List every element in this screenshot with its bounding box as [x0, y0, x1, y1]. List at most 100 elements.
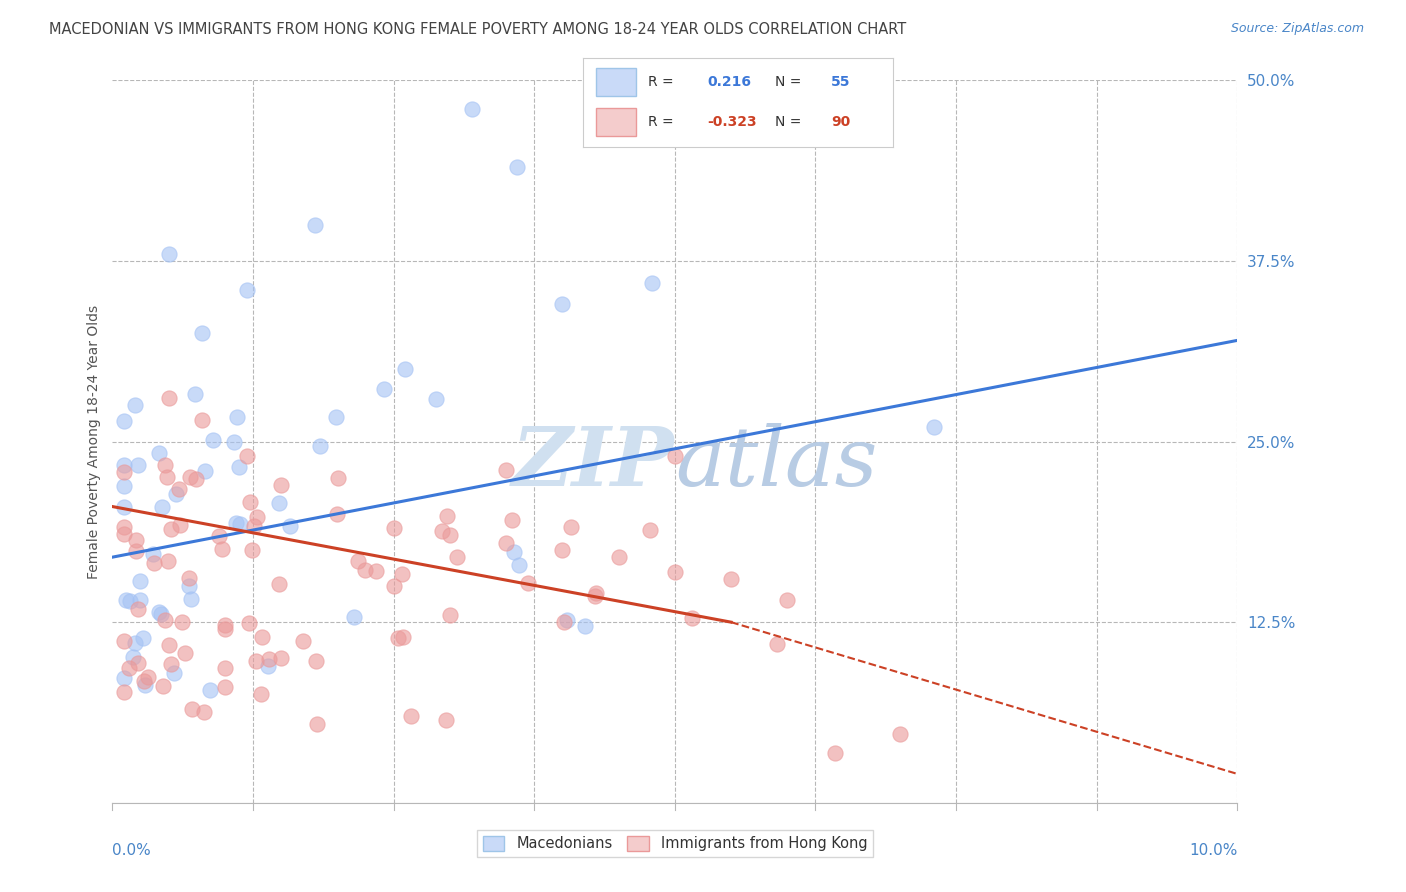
Point	[501, 512, 523, 526]
Point	[150, 500, 173, 515]
Point	[245, 654, 267, 668]
Point	[446, 550, 468, 565]
Point	[174, 646, 197, 660]
Point	[142, 547, 165, 561]
Point	[228, 460, 250, 475]
Point	[115, 592, 138, 607]
Point	[243, 518, 266, 533]
Point	[246, 510, 269, 524]
Point	[121, 649, 143, 664]
Point	[495, 463, 517, 477]
Point	[382, 579, 405, 593]
Point	[387, 631, 409, 645]
Point	[366, 565, 388, 579]
Point	[150, 607, 173, 622]
Point	[551, 297, 574, 311]
Point	[309, 439, 332, 453]
Text: 55: 55	[831, 75, 851, 89]
Point	[134, 678, 156, 692]
Point	[152, 679, 174, 693]
Point	[270, 651, 292, 665]
Point	[124, 544, 146, 558]
Text: 90: 90	[831, 115, 851, 129]
Point	[112, 414, 135, 428]
Point	[156, 554, 179, 568]
Point	[502, 544, 524, 558]
Point	[259, 652, 281, 666]
Point	[269, 576, 291, 591]
Point	[585, 585, 607, 599]
Point	[159, 657, 181, 671]
Point	[607, 550, 630, 565]
Text: ZIP: ZIP	[512, 423, 675, 503]
Point	[436, 509, 458, 524]
Point	[252, 631, 274, 645]
Point	[157, 639, 180, 653]
Point	[508, 558, 530, 573]
Point	[328, 470, 350, 484]
Point	[214, 660, 236, 674]
Point	[153, 613, 176, 627]
Point	[136, 670, 159, 684]
Point	[134, 674, 156, 689]
Point	[394, 362, 416, 376]
Point	[127, 602, 149, 616]
Point	[193, 705, 215, 719]
Point	[112, 466, 135, 480]
Point	[118, 594, 141, 608]
Point	[267, 496, 290, 510]
Point	[439, 528, 461, 542]
Text: atlas: atlas	[675, 423, 877, 503]
Point	[922, 420, 945, 434]
Point	[177, 571, 200, 585]
Point	[131, 632, 153, 646]
Point	[148, 605, 170, 619]
Point	[382, 521, 405, 535]
Point	[257, 659, 280, 673]
Point	[889, 727, 911, 741]
Point	[112, 500, 135, 514]
Point	[211, 541, 233, 556]
Point	[583, 589, 606, 603]
Point	[430, 524, 453, 539]
Text: N =: N =	[775, 75, 806, 89]
Point	[127, 656, 149, 670]
Point	[641, 276, 664, 290]
Point	[153, 458, 176, 472]
Point	[461, 102, 484, 116]
Point	[165, 487, 187, 501]
Text: R =: R =	[648, 115, 679, 129]
Point	[347, 554, 370, 568]
Point	[208, 529, 231, 543]
Point	[681, 611, 703, 625]
Point	[112, 634, 135, 648]
Point	[249, 687, 271, 701]
Point	[326, 507, 349, 521]
Point	[307, 716, 329, 731]
Point	[156, 469, 179, 483]
Point	[177, 578, 200, 592]
Point	[664, 449, 686, 463]
FancyBboxPatch shape	[596, 108, 636, 136]
Point	[354, 563, 377, 577]
Point	[229, 516, 252, 531]
Point	[201, 433, 224, 447]
Point	[225, 410, 247, 425]
Point	[270, 478, 292, 492]
Point	[157, 246, 180, 260]
Point	[495, 535, 517, 549]
Point	[225, 516, 247, 530]
Point	[342, 610, 364, 624]
Point	[170, 615, 193, 629]
Text: 0.216: 0.216	[707, 75, 751, 89]
Point	[112, 520, 135, 534]
Point	[118, 661, 141, 675]
Point	[824, 746, 846, 760]
Point	[167, 482, 190, 496]
Point	[236, 283, 259, 297]
Point	[191, 326, 214, 340]
Point	[179, 470, 201, 484]
Point	[305, 654, 328, 668]
Point	[434, 713, 457, 727]
Point	[184, 472, 207, 486]
